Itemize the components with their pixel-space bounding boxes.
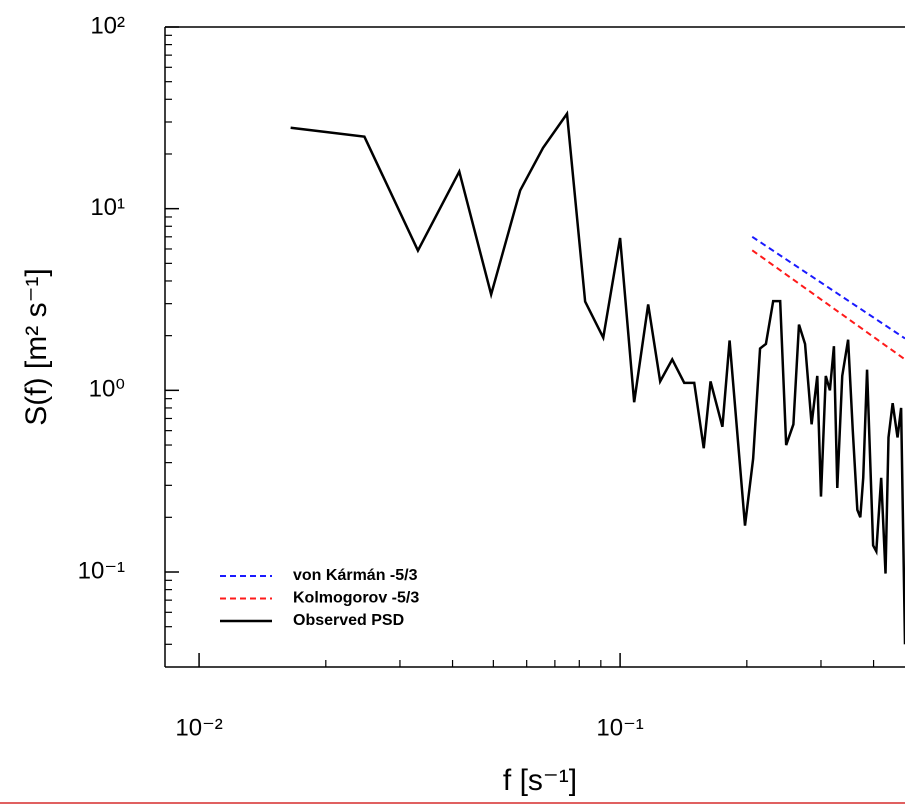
x-tick-label: 10⁻² <box>175 714 222 741</box>
y-axis-label: S(f) [m² s⁻¹] <box>20 268 53 425</box>
y-tick-label: 10⁻¹ <box>78 557 125 584</box>
x-tick-label: 10⁻¹ <box>596 714 643 741</box>
legend-label: Observed PSD <box>293 612 404 629</box>
series-line <box>751 249 905 361</box>
series-line <box>751 235 905 340</box>
legend-label: Kolmogorov -5/3 <box>293 590 419 607</box>
y-tick-label: 10⁰ <box>89 376 125 403</box>
x-axis-label: f [s⁻¹] <box>503 764 577 797</box>
legend-label: von Kármán -5/3 <box>293 567 418 584</box>
y-tick-label: 10² <box>90 12 125 39</box>
y-tick-label: 10¹ <box>90 194 125 221</box>
series-line <box>290 110 905 645</box>
plot-area <box>290 110 905 645</box>
